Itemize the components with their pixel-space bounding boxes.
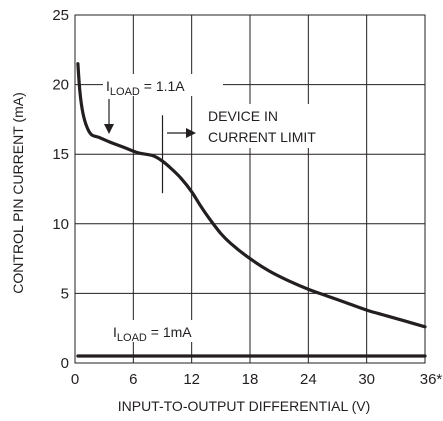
annotation-load-low-text: ILOAD = 1mA <box>113 324 192 344</box>
y-tick-label: 15 <box>52 146 69 163</box>
y-tick-label: 20 <box>52 77 69 94</box>
annotation-load-low: ILOAD = 1mA <box>110 320 210 344</box>
y-axis-title: CONTROL PIN CURRENT (mA) <box>10 92 26 293</box>
annotation-load-high-sub: LOAD <box>110 86 140 98</box>
series-line-0 <box>76 62 427 329</box>
x-tick-label: 6 <box>129 371 137 388</box>
y-tick-label: 0 <box>61 355 69 372</box>
x-axis-title: INPUT-TO-OUTPUT DIFFERENTIAL (V) <box>118 398 371 414</box>
y-tick-label: 25 <box>52 7 69 24</box>
annotation-current-limit-line2: CURRENT LIMIT <box>208 129 316 145</box>
annotation-current-limit: DEVICE IN CURRENT LIMIT <box>161 104 335 194</box>
annotation-load-high: ILOAD = 1.1A <box>103 74 223 134</box>
x-tick-label: 18 <box>242 371 259 388</box>
x-tick-label: 36* <box>420 371 443 388</box>
y-tick-labels: 0 5 10 15 20 25 <box>52 7 69 372</box>
annotation-load-low-main: I <box>113 324 117 340</box>
annotation-load-low-backdrop <box>110 320 210 342</box>
annotation-load-high-main: I <box>106 78 110 94</box>
y-tick-label: 10 <box>52 216 69 233</box>
x-tick-labels: 0 6 12 18 24 30 36* <box>71 371 443 388</box>
annotation-current-limit-line1: DEVICE IN <box>208 108 278 124</box>
x-tick-label: 24 <box>300 371 317 388</box>
x-tick-label: 30 <box>358 371 375 388</box>
annotation-load-high-text: ILOAD = 1.1A <box>106 78 185 98</box>
annotation-load-high-rest: = 1.1A <box>140 78 185 94</box>
annotation-load-low-sub: LOAD <box>117 332 147 344</box>
x-tick-label: 0 <box>71 371 79 388</box>
annotation-current-limit-backdrop <box>205 104 335 148</box>
y-tick-label: 5 <box>61 285 69 302</box>
plot-frame <box>74 14 426 364</box>
x-tick-label: 12 <box>183 371 200 388</box>
annotation-load-low-rest: = 1mA <box>147 324 192 340</box>
annotation-current-limit-arrow-head <box>186 128 196 138</box>
annotation-load-high-arrow-head <box>104 124 114 134</box>
annotation-load-high-backdrop <box>103 74 223 96</box>
series-group <box>76 62 427 358</box>
